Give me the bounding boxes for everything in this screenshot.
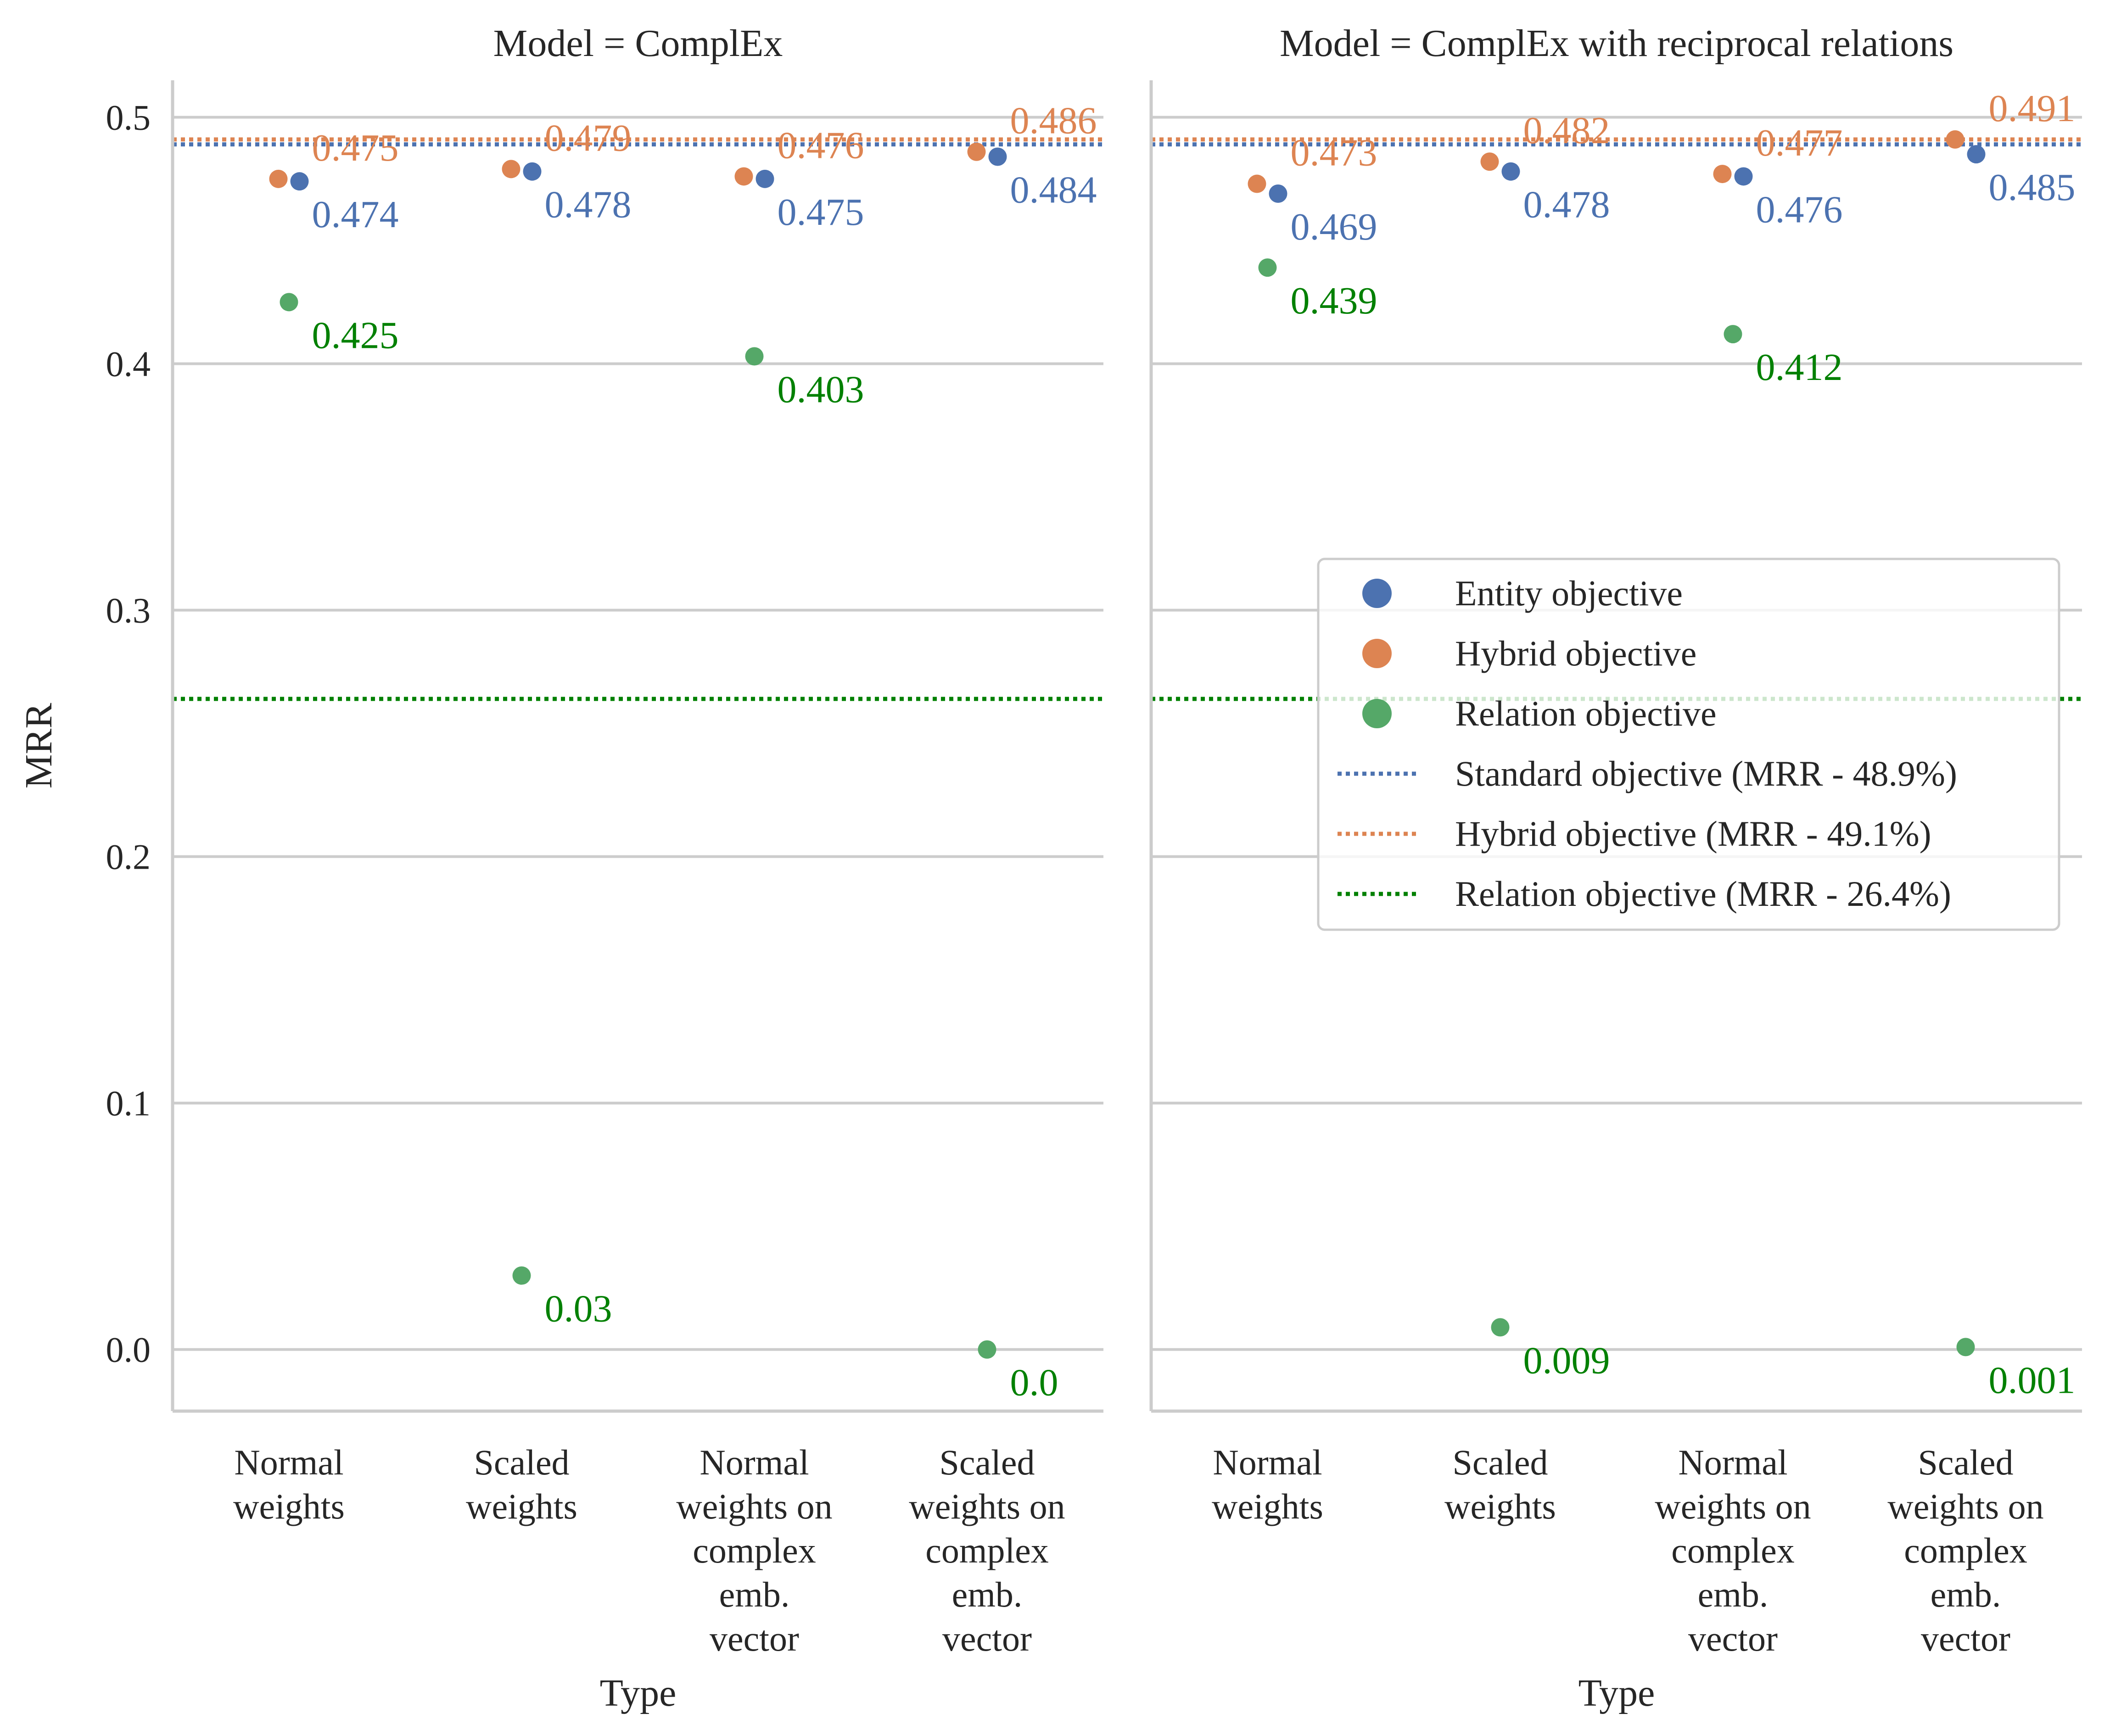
y-tick-label: 0.0	[106, 1330, 151, 1370]
hybrid-point	[269, 169, 288, 188]
legend-marker	[1362, 579, 1392, 608]
hybrid-point	[734, 167, 753, 186]
hybrid-point	[1946, 130, 1964, 149]
relation-point	[978, 1340, 996, 1359]
legend-label: Hybrid objective (MRR - 49.1%)	[1455, 814, 1931, 854]
x-tick-label: Normal	[1213, 1442, 1322, 1482]
x-tick-label: complex	[925, 1530, 1049, 1570]
panel-title: Model = ComplEx with reciprocal relation…	[1280, 22, 1953, 65]
x-tick-label: weights	[466, 1486, 577, 1526]
entity-point	[756, 169, 774, 188]
relation-point	[745, 347, 764, 366]
entity-point	[1501, 162, 1520, 181]
legend-marker	[1362, 639, 1392, 668]
hybrid-data-label: 0.486	[1010, 100, 1097, 142]
relation-point	[1956, 1338, 1975, 1356]
relation-point	[1724, 325, 1742, 344]
x-tick-label: weights on	[1887, 1486, 2043, 1526]
relation-point	[280, 293, 298, 312]
x-tick-label: Scaled	[940, 1442, 1035, 1482]
x-tick-label: weights	[1212, 1486, 1323, 1526]
legend-label: Relation objective (MRR - 26.4%)	[1455, 874, 1951, 914]
x-tick-label: Normal	[234, 1442, 343, 1482]
entity-data-label: 0.469	[1291, 206, 1377, 248]
hybrid-data-label: 0.476	[778, 124, 864, 167]
x-axis-title: Type	[600, 1672, 677, 1714]
x-tick-label: emb.	[952, 1574, 1023, 1614]
relation-data-label: 0.001	[1989, 1359, 2076, 1401]
hybrid-data-label: 0.479	[545, 117, 632, 159]
x-tick-label: weights	[1444, 1486, 1556, 1526]
relation-data-label: 0.03	[545, 1288, 612, 1330]
x-tick-label: vector	[710, 1619, 799, 1658]
hybrid-data-label: 0.477	[1756, 122, 1843, 164]
legend-marker	[1362, 699, 1392, 728]
legend-box	[1317, 558, 2060, 931]
entity-point	[523, 162, 542, 181]
entity-point	[1269, 184, 1287, 203]
hybrid-data-label: 0.491	[1989, 87, 2076, 130]
x-tick-label: Normal	[1678, 1442, 1787, 1482]
relation-data-label: 0.425	[312, 314, 399, 357]
x-tick-label: weights on	[909, 1486, 1065, 1526]
hybrid-data-label: 0.482	[1523, 109, 1610, 152]
relation-data-label: 0.0	[1010, 1362, 1058, 1404]
relation-data-label: 0.403	[778, 368, 864, 411]
entity-data-label: 0.484	[1010, 168, 1097, 211]
entity-data-label: 0.476	[1756, 188, 1843, 231]
entity-data-label: 0.485	[1989, 166, 2076, 209]
hybrid-point	[1248, 174, 1266, 193]
x-tick-label: weights on	[1655, 1486, 1811, 1526]
hybrid-point	[502, 160, 521, 179]
entity-point	[290, 172, 309, 191]
entity-data-label: 0.478	[1523, 184, 1610, 226]
x-tick-label: Scaled	[1918, 1442, 2014, 1482]
hybrid-point	[1713, 165, 1732, 184]
entity-data-label: 0.474	[312, 193, 399, 236]
entity-data-label: 0.475	[778, 191, 864, 234]
hybrid-data-label: 0.473	[1291, 132, 1377, 174]
relation-data-label: 0.009	[1523, 1339, 1610, 1382]
entity-point	[1734, 167, 1753, 186]
hybrid-point	[967, 142, 986, 161]
x-tick-label: weights on	[676, 1486, 832, 1526]
relation-data-label: 0.439	[1291, 279, 1377, 322]
relation-point	[512, 1266, 531, 1285]
x-axis-title: Type	[1578, 1672, 1655, 1714]
x-tick-label: weights	[233, 1486, 345, 1526]
x-tick-label: complex	[1904, 1530, 2027, 1570]
x-tick-label: complex	[1671, 1530, 1795, 1570]
relation-data-label: 0.412	[1756, 346, 1843, 389]
x-tick-label: complex	[693, 1530, 816, 1570]
legend-label: Entity objective	[1455, 573, 1683, 613]
y-tick-label: 0.2	[106, 837, 151, 877]
x-tick-label: emb.	[1931, 1574, 2001, 1614]
legend-label: Standard objective (MRR - 48.9%)	[1455, 754, 1957, 793]
x-tick-label: Scaled	[474, 1442, 570, 1482]
y-axis-title: MRR	[17, 703, 60, 789]
panel-title: Model = ComplEx	[493, 22, 783, 65]
relation-point	[1491, 1318, 1510, 1337]
x-tick-label: emb.	[1698, 1574, 1769, 1614]
relation-point	[1258, 258, 1277, 277]
entity-point	[1967, 145, 1986, 164]
entity-point	[988, 147, 1007, 166]
x-tick-label: Scaled	[1453, 1442, 1548, 1482]
legend-label: Relation objective	[1455, 693, 1717, 733]
x-tick-label: emb.	[719, 1574, 790, 1614]
legend-label: Hybrid objective	[1455, 633, 1696, 673]
hybrid-data-label: 0.475	[312, 127, 399, 169]
x-tick-label: Normal	[700, 1442, 809, 1482]
y-tick-label: 0.3	[106, 591, 151, 631]
y-tick-label: 0.5	[106, 98, 151, 138]
x-tick-label: vector	[1688, 1619, 1778, 1658]
x-tick-label: vector	[942, 1619, 1032, 1658]
y-tick-label: 0.1	[106, 1083, 151, 1123]
y-tick-label: 0.4	[106, 344, 151, 384]
entity-data-label: 0.478	[545, 184, 632, 226]
x-tick-label: vector	[1921, 1619, 2010, 1658]
hybrid-point	[1480, 152, 1499, 171]
